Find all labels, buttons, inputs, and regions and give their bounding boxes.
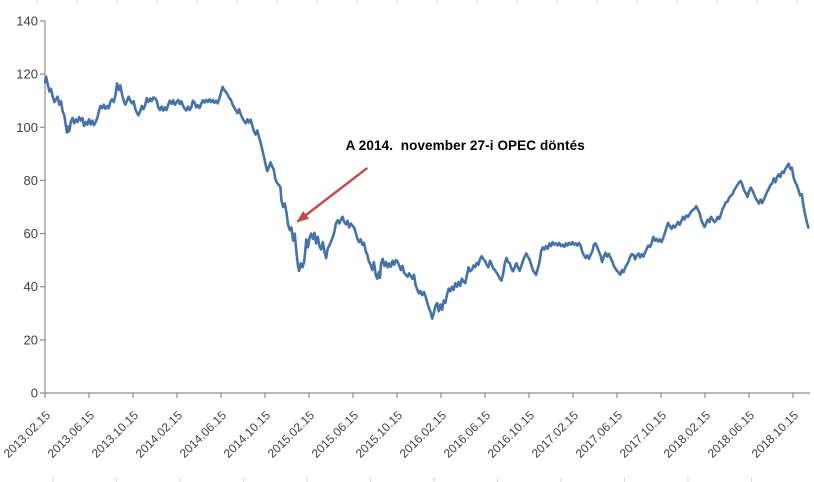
y-axis-label: 40: [24, 279, 38, 294]
price-line: [43, 75, 810, 320]
price-line-series: [43, 75, 810, 320]
y-axis-label: 120: [16, 67, 38, 82]
y-axis-label: 0: [31, 386, 38, 401]
arrow-line: [296, 166, 369, 223]
edge-tick-artifacts: [36, 0, 798, 482]
annotation-arrow: [296, 166, 369, 223]
y-axis-label: 140: [16, 14, 38, 29]
annotation-text: A 2014. november 27-i OPEC döntés: [345, 137, 585, 153]
y-axis-label: 20: [24, 332, 38, 347]
x-axis-label: 2018.10.15: [749, 408, 802, 461]
x-axis-labels: 2013.02.152013.06.152013.10.152014.02.15…: [1, 408, 802, 461]
y-axis-labels: 0 20 40 60 80 100 120 140: [16, 14, 38, 401]
y-axis-label: 80: [24, 173, 38, 188]
y-axis-label: 100: [16, 120, 38, 135]
y-axis-label: 60: [24, 226, 38, 241]
